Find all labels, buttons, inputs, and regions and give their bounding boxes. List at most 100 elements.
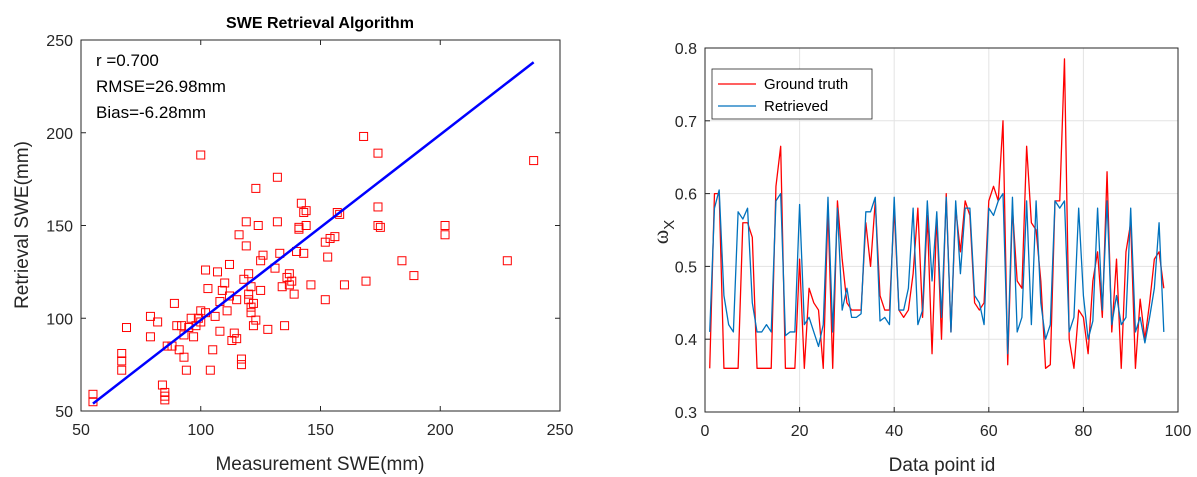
scatter-point: [299, 208, 309, 218]
scatter-point: [325, 233, 335, 243]
scatter-point: [153, 317, 163, 327]
scatter-y-tick-label: 100: [46, 311, 73, 328]
legend-label-ground-truth: Ground truth: [764, 76, 848, 93]
line-y-axis-label: ωX: [648, 220, 678, 245]
scatter-point: [234, 230, 244, 240]
scatter-point: [210, 311, 220, 321]
legend: Ground truth Retrieved: [711, 68, 873, 120]
scatter-point: [258, 250, 268, 260]
scatter-x-tick-label: 100: [187, 422, 214, 439]
scatter-point: [299, 248, 309, 258]
scatter-point: [375, 222, 385, 232]
scatter-point: [236, 354, 246, 364]
scatter-point: [189, 332, 199, 342]
line-axes-box: [704, 47, 1179, 413]
scatter-point: [215, 326, 225, 336]
scatter-x-tick-label: 200: [427, 422, 454, 439]
scatter-point: [502, 256, 512, 266]
scatter-point: [172, 321, 182, 331]
scatter-point: [323, 252, 333, 262]
scatter-point: [157, 380, 167, 390]
scatter-point: [229, 328, 239, 338]
scatter-point: [256, 256, 266, 266]
scatter-point: [227, 336, 237, 346]
line-y-tick-label: 0.4: [675, 332, 697, 349]
scatter-point: [301, 221, 311, 230]
scatter-x-tick-label: 150: [307, 422, 334, 439]
line-x-tick-label: 100: [1165, 423, 1192, 440]
scatter-point: [232, 334, 242, 344]
scatter-point: [289, 289, 299, 299]
scatter-point: [145, 332, 155, 342]
bias-annotation: Bias=-6.28mm: [96, 103, 206, 122]
line-x-tick-label: 60: [980, 423, 998, 440]
scatter-point: [256, 285, 266, 295]
line-y-tick-label: 0.8: [675, 41, 697, 58]
scatter-point: [117, 365, 127, 375]
series-line-retrieved: [709, 189, 1165, 355]
scatter-title: SWE Retrieval Algorithm: [226, 15, 414, 32]
scatter-point: [179, 352, 189, 362]
scatter-point: [359, 131, 369, 141]
scatter-point: [277, 282, 287, 292]
line-x-tick-label: 80: [1075, 423, 1093, 440]
scatter-point: [373, 221, 383, 230]
rmse-annotation: RMSE=26.98mm: [96, 77, 226, 96]
scatter-point: [246, 308, 256, 318]
line-y-tick-label: 0.3: [675, 405, 697, 422]
scatter-point: [373, 148, 383, 158]
omega-symbol: ω: [648, 230, 673, 244]
line-x-tick-label: 0: [701, 423, 710, 440]
scatter-x-tick-label: 250: [547, 422, 574, 439]
scatter-point: [244, 269, 254, 279]
scatter-point: [529, 156, 539, 166]
scatter-point: [248, 298, 258, 308]
scatter-point: [169, 298, 179, 308]
scatter-point: [239, 274, 249, 284]
scatter-point: [287, 276, 297, 286]
scatter-point: [177, 321, 187, 331]
scatter-point: [320, 295, 330, 305]
scatter-point: [253, 221, 263, 230]
scatter-point: [272, 217, 282, 227]
scatter-plot-area: [81, 40, 560, 411]
scatter-point: [241, 217, 251, 227]
scatter-point: [160, 395, 170, 405]
scatter-x-tick-label: 50: [72, 422, 90, 439]
scatter-point: [217, 285, 227, 295]
legend-label-retrieved: Retrieved: [764, 98, 828, 115]
line-marks: [709, 58, 1165, 369]
legend-box: [711, 68, 873, 120]
scatter-y-tick-label: 250: [46, 33, 73, 50]
scatter-point: [440, 230, 450, 240]
scatter-panel: 50 100 150 200 250 50 100 150 200 250 SWE Retriev…: [12, 15, 573, 475]
scatter-point: [122, 323, 132, 333]
scatter-point: [186, 313, 196, 323]
scatter-y-axis-label: Retrieval SWE(mm): [12, 141, 33, 309]
correlation-annotation: r =0.700: [96, 51, 159, 70]
scatter-point: [409, 271, 419, 281]
scatter-point: [174, 345, 184, 355]
scatter-point: [284, 269, 294, 279]
scatter-point: [181, 365, 191, 375]
scatter-point: [162, 341, 172, 351]
scatter-point: [208, 345, 218, 355]
scatter-x-axis-label: Measurement SWE(mm): [215, 454, 424, 475]
scatter-ticks: 50 100 150 200 250 50 100 150 200 250: [46, 33, 573, 439]
scatter-point: [440, 221, 450, 230]
scatter-point: [272, 172, 282, 182]
scatter-point: [280, 321, 290, 331]
scatter-point: [224, 259, 234, 269]
line-y-tick-label: 0.6: [675, 187, 697, 204]
scatter-point: [236, 360, 246, 370]
scatter-point: [88, 389, 98, 399]
scatter-point: [117, 356, 127, 366]
scatter-point: [361, 276, 371, 286]
line-ticks: 0 20 40 60 80 100 0.3 0.4 0.5 0.6 0.7 0.8: [675, 41, 1192, 440]
scatter-point: [196, 306, 206, 316]
scatter-y-tick-label: 150: [46, 219, 73, 236]
scatter-point: [301, 206, 311, 216]
scatter-point: [117, 348, 127, 358]
scatter-point: [213, 267, 223, 277]
